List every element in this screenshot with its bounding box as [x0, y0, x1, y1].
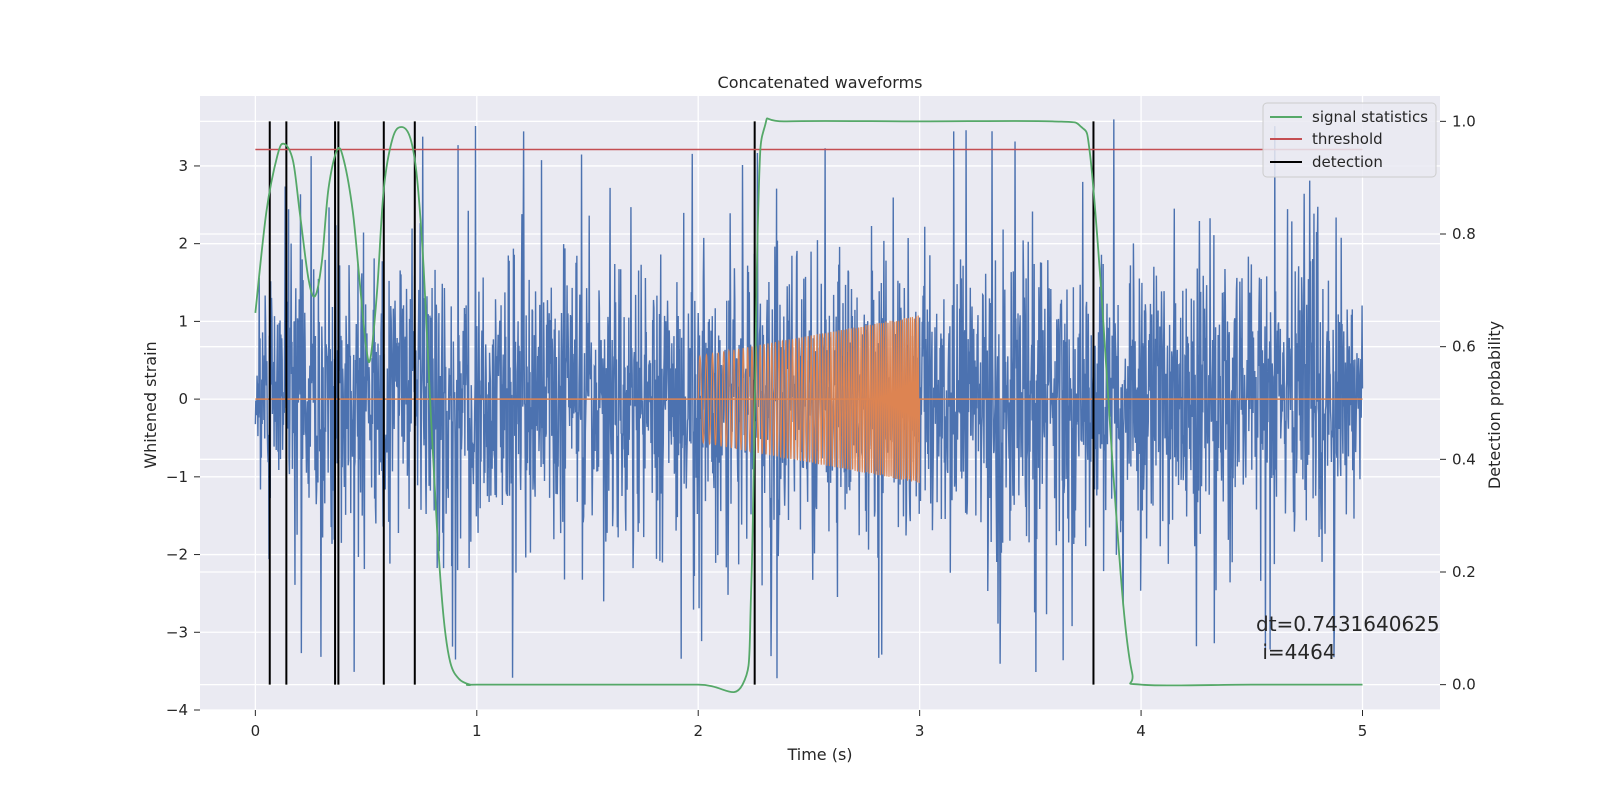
legend: signal statistics threshold detection	[1262, 102, 1437, 178]
y2-tick-label-0: 0.0	[1452, 676, 1476, 694]
y2-tick-label-3: 0.6	[1452, 338, 1476, 356]
x-tick-label-2: 2	[693, 722, 703, 740]
y2-tick-label-4: 0.8	[1452, 225, 1476, 243]
x-tick-label-0: 0	[251, 722, 261, 740]
y-axis-label: Whitened strain	[141, 341, 160, 468]
x-tick-label-4: 4	[1136, 722, 1146, 740]
plot-area	[254, 117, 1364, 694]
chart-title: Concatenated waveforms	[718, 73, 923, 92]
y2-tick-label-5: 1.0	[1452, 112, 1476, 130]
annotation-i: i=4464	[1256, 640, 1336, 664]
legend-label-threshold: threshold	[1312, 130, 1383, 148]
y-tick-label-5: 1	[178, 312, 188, 330]
y-tick-label-0: −4	[166, 701, 188, 719]
y-tick-label-2: −2	[166, 546, 188, 564]
x-tick-label-3: 3	[915, 722, 925, 740]
signal-statistics-series-line	[254, 117, 1363, 694]
y-axis-ticks: −4 −3 −2 −1 0 1 2 3	[166, 157, 200, 719]
x-axis-label: Time (s)	[786, 745, 852, 764]
legend-label-detection: detection	[1312, 153, 1383, 171]
injection-series-line	[697, 315, 921, 483]
y-tick-label-4: 0	[178, 390, 188, 408]
x-tick-label-5: 5	[1358, 722, 1368, 740]
y-tick-label-1: −3	[166, 623, 188, 641]
annotation-dt: dt=0.7431640625	[1256, 612, 1440, 636]
y-tick-label-6: 2	[178, 235, 188, 253]
y2-axis-label: Detection probability	[1485, 321, 1504, 489]
y-tick-label-7: 3	[178, 157, 188, 175]
legend-box	[1262, 102, 1437, 178]
legend-label-signal-statistics: signal statistics	[1312, 108, 1428, 126]
plot-background	[200, 96, 1440, 710]
y2-axis-ticks: 0.0 0.2 0.4 0.6 0.8 1.0	[1440, 112, 1476, 694]
x-axis-ticks: 0 1 2 3 4 5	[251, 710, 1368, 740]
y2-tick-label-1: 0.2	[1452, 563, 1476, 581]
y2-tick-label-2: 0.4	[1452, 450, 1476, 468]
y-tick-label-3: −1	[166, 468, 188, 486]
x-tick-label-1: 1	[472, 722, 482, 740]
